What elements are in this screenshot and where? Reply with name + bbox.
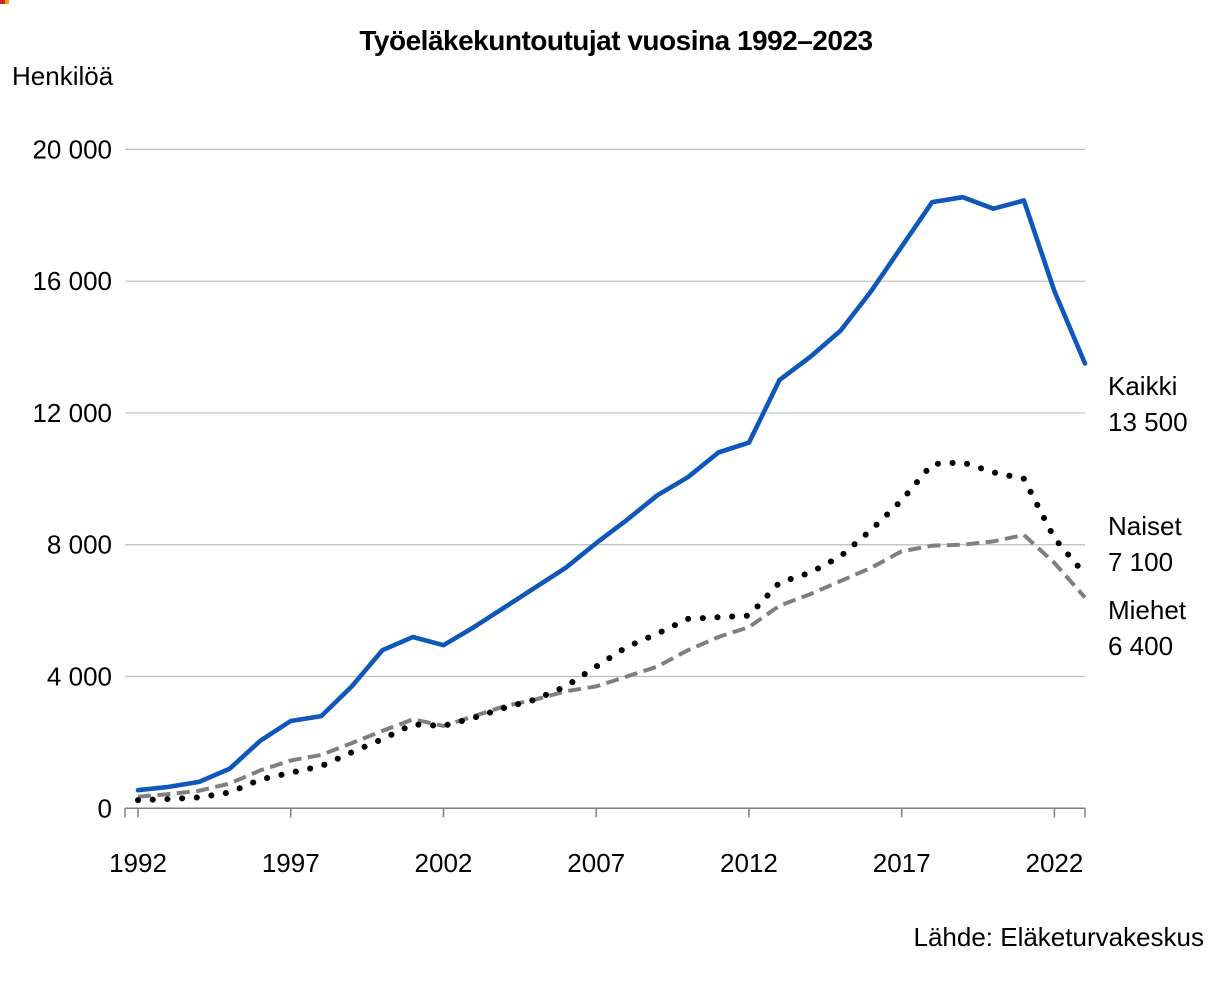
series-line-miehet [137,532,1087,799]
y-tick-label-16000: 16 000 [32,266,112,296]
series-label-naiset-value: 7 100 [1108,547,1174,577]
series-label-naiset: Naiset 7 100 [1108,508,1182,580]
x-tick-label-1997: 1997 [262,848,320,878]
x-tick-label-2012: 2012 [720,848,778,878]
y-axis-unit-label: Henkilöä [12,61,114,91]
series-line-naiset [135,459,1088,804]
x-tick-label-2002: 2002 [415,848,473,878]
y-tick-label-4000: 4 000 [47,662,112,692]
source-label: Lähde: Eläketurvakeskus [913,922,1204,952]
series-label-kaikki: Kaikki 13 500 [1108,368,1188,440]
y-tick-label-8000: 8 000 [47,530,112,560]
x-tick-label-1992: 1992 [109,848,167,878]
series-label-miehet: Miehet 6 400 [1108,592,1186,664]
x-tick-label-2022: 2022 [1026,848,1084,878]
series-label-miehet-name: Miehet [1108,595,1187,625]
y-tick-label-20000: 20 000 [32,134,112,164]
screen-artifact [0,0,9,4]
series-label-kaikki-value: 13 500 [1108,407,1188,437]
series-line-kaikki [135,194,1088,793]
x-tick-label-2017: 2017 [873,848,931,878]
series-label-kaikki-name: Kaikki [1108,371,1178,401]
x-tick-label-2007: 2007 [567,848,625,878]
y-tick-label-12000: 12 000 [32,398,112,428]
y-tick-label-0: 0 [98,793,112,823]
series-label-naiset-name: Naiset [1108,511,1182,541]
chart-title: Työeläkekuntoutujat vuosina 1992–2023 [359,25,873,56]
series-label-miehet-value: 6 400 [1108,631,1174,661]
